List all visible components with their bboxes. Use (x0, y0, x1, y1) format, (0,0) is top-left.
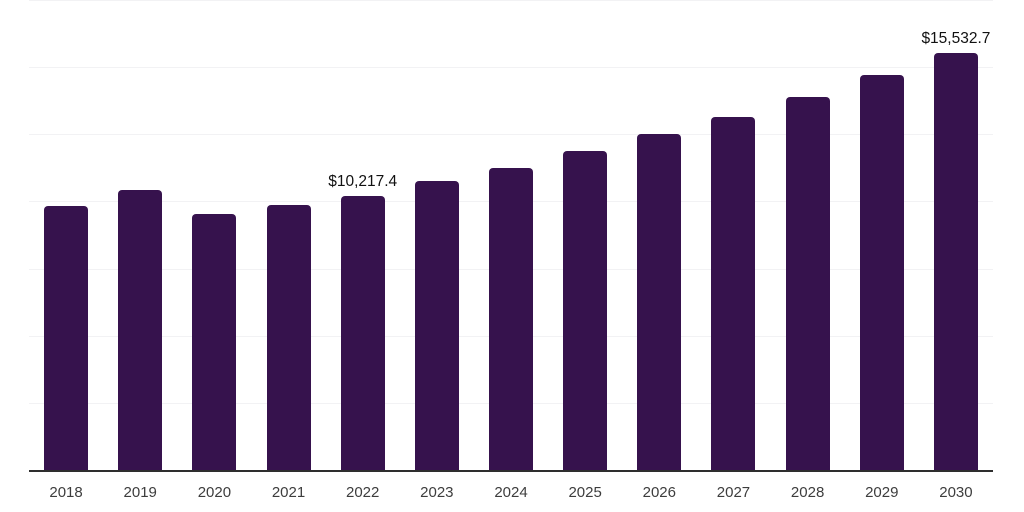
gridline (29, 134, 993, 136)
x-tick-label-2021: 2021 (271, 484, 306, 501)
x-tick-label-2024: 2024 (494, 484, 528, 501)
bar-2025 (563, 151, 608, 470)
bar-2020 (192, 214, 237, 470)
bar-value-label-2022: $10,217.4 (328, 173, 398, 191)
x-tick-label-2025: 2025 (568, 484, 602, 501)
bar-2023 (414, 181, 459, 470)
x-tick-label-2023: 2023 (420, 484, 454, 501)
x-tick-label-2030: 2030 (939, 484, 973, 501)
bar-2029 (859, 75, 904, 470)
gridline (29, 67, 993, 69)
bar-2019 (118, 189, 163, 470)
bar-2018 (44, 205, 89, 470)
bar-2028 (785, 96, 830, 470)
x-tick-label-2026: 2026 (642, 484, 676, 501)
bar-value-label-2030: $15,532.7 (921, 30, 991, 48)
plot-area: $10,217.4 $15,532.7 (29, 0, 993, 472)
bar-2030 (933, 52, 978, 470)
bar-2021 (266, 205, 311, 470)
x-axis-line (29, 470, 993, 472)
x-tick-label-2029: 2029 (865, 484, 899, 501)
x-tick-label-2022: 2022 (346, 484, 380, 501)
bar-2027 (711, 116, 756, 470)
x-tick-label-2027: 2027 (716, 484, 751, 501)
bar-2024 (489, 167, 533, 470)
bar-2022 (340, 195, 385, 470)
x-tick-label-2028: 2028 (790, 484, 825, 501)
x-tick-label-2018: 2018 (49, 484, 83, 501)
x-tick-label-2020: 2020 (197, 484, 232, 501)
gridline (29, 0, 993, 1)
bar-2026 (637, 134, 682, 470)
x-tick-label-2019: 2019 (123, 484, 157, 501)
